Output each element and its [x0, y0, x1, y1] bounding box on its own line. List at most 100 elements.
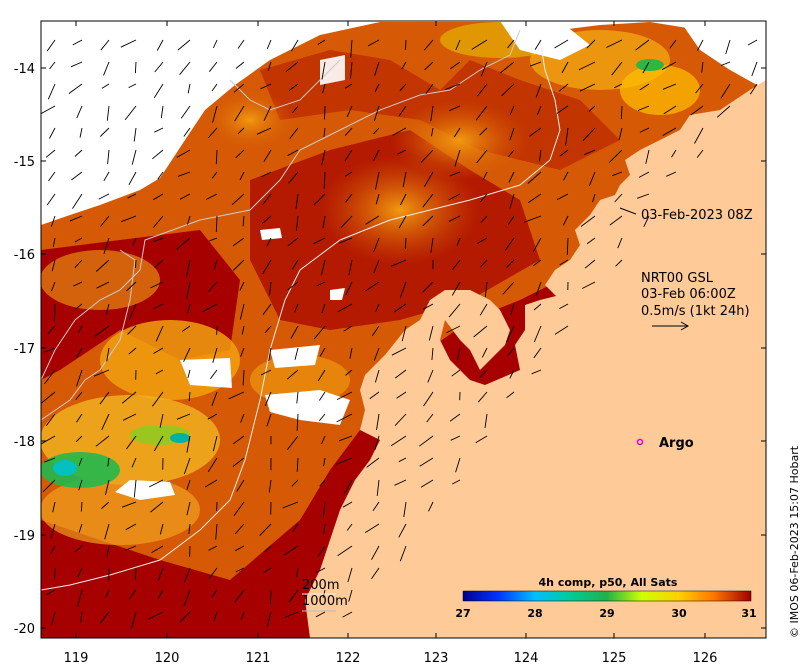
current-vector	[49, 127, 56, 139]
current-vector	[74, 149, 83, 157]
current-vector	[394, 413, 407, 426]
current-vector	[554, 325, 569, 335]
current-vector	[286, 369, 299, 380]
current-vector	[482, 171, 488, 180]
current-vector	[44, 369, 56, 385]
current-vector	[288, 589, 299, 603]
current-vector	[509, 127, 515, 141]
current-vector	[215, 215, 218, 233]
argo-float-icon	[636, 438, 644, 446]
current-vector	[562, 215, 569, 226]
current-vector	[150, 501, 164, 513]
current-vector	[211, 83, 218, 92]
current-vector	[720, 61, 731, 66]
x-tick-label: 120	[155, 651, 180, 666]
current-vector	[376, 479, 380, 496]
current-vector	[47, 325, 56, 335]
current-vector	[260, 171, 272, 178]
current-vector	[157, 567, 164, 581]
current-vector	[177, 171, 191, 177]
current-vector	[403, 501, 407, 518]
current-vector	[320, 259, 326, 276]
current-vector	[261, 215, 272, 225]
current-vector	[473, 325, 488, 338]
current-vector	[401, 61, 407, 70]
current-vector	[323, 171, 326, 189]
current-vector	[157, 589, 164, 599]
current-vector	[50, 523, 56, 539]
current-vector	[231, 193, 245, 206]
current-vector	[80, 501, 83, 512]
current-vector	[448, 303, 461, 318]
current-vector	[269, 589, 272, 605]
current-vector	[68, 83, 83, 94]
current-vector	[289, 127, 299, 139]
current-vector	[374, 435, 380, 450]
current-vector	[315, 567, 326, 574]
current-vector	[126, 281, 137, 292]
current-vector	[176, 237, 191, 251]
current-vector	[260, 369, 272, 376]
current-vector	[233, 501, 245, 516]
current-vector	[48, 171, 56, 182]
argo-marker[interactable]: Argo	[636, 436, 694, 451]
current-vector	[446, 325, 461, 334]
current-vector	[120, 39, 137, 48]
current-vector	[187, 83, 191, 94]
current-vector	[554, 39, 569, 49]
current-vector	[212, 105, 218, 123]
current-vector	[296, 457, 299, 472]
current-vector	[394, 303, 407, 313]
current-vector	[45, 149, 56, 158]
contour-200m	[41, 39, 561, 591]
current-vector	[105, 303, 110, 315]
current-vector	[559, 303, 569, 309]
current-vector	[529, 127, 542, 137]
current-vector	[580, 215, 596, 227]
current-vector	[46, 193, 56, 206]
current-vector	[296, 391, 299, 404]
x-tick-label: 125	[602, 651, 627, 666]
current-vector	[128, 589, 137, 600]
current-vector	[480, 215, 488, 223]
current-vector	[533, 325, 542, 343]
x-tick-label: 124	[514, 651, 539, 666]
current-vector	[50, 215, 56, 227]
current-vector	[375, 171, 380, 190]
current-vector	[44, 457, 56, 463]
current-vector	[159, 413, 164, 428]
current-vector	[662, 127, 677, 136]
current-vector	[72, 193, 83, 209]
current-vector	[394, 479, 407, 486]
y-tick-label: -18	[14, 435, 35, 450]
current-vector	[232, 237, 245, 247]
current-vector	[345, 281, 353, 296]
current-vector	[76, 413, 83, 423]
current-vector	[507, 347, 515, 356]
current-vector	[484, 413, 488, 428]
x-tick-label: 122	[336, 651, 361, 666]
current-vector	[51, 611, 56, 626]
current-vector	[154, 61, 164, 73]
current-vector	[80, 611, 83, 623]
current-vector	[637, 105, 650, 111]
current-vector	[612, 171, 623, 177]
current-vector	[266, 39, 272, 49]
cloud-nw	[41, 21, 320, 220]
current-vector	[76, 347, 83, 359]
current-vector	[608, 149, 623, 163]
current-vector	[690, 105, 704, 116]
current-vector	[344, 127, 353, 136]
current-vector	[373, 149, 380, 161]
current-vector	[208, 567, 218, 579]
current-vector	[295, 193, 299, 209]
current-vector	[479, 369, 488, 378]
current-vector	[321, 435, 326, 445]
current-vector	[74, 237, 83, 243]
current-vector	[266, 237, 272, 247]
current-vector	[392, 127, 407, 136]
current-vector	[292, 259, 299, 270]
current-vector	[365, 281, 380, 292]
current-vector	[428, 325, 434, 341]
current-vector	[151, 545, 164, 553]
